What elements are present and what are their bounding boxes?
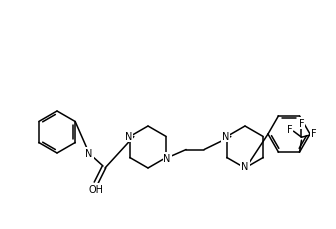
Text: OH: OH bbox=[88, 184, 103, 194]
Text: N: N bbox=[85, 148, 93, 158]
Text: F: F bbox=[311, 129, 316, 139]
Text: N: N bbox=[164, 153, 171, 163]
Text: N: N bbox=[125, 132, 132, 142]
Text: F: F bbox=[287, 125, 292, 135]
Text: N: N bbox=[241, 161, 249, 171]
Text: F: F bbox=[299, 119, 304, 129]
Text: N: N bbox=[222, 132, 229, 142]
